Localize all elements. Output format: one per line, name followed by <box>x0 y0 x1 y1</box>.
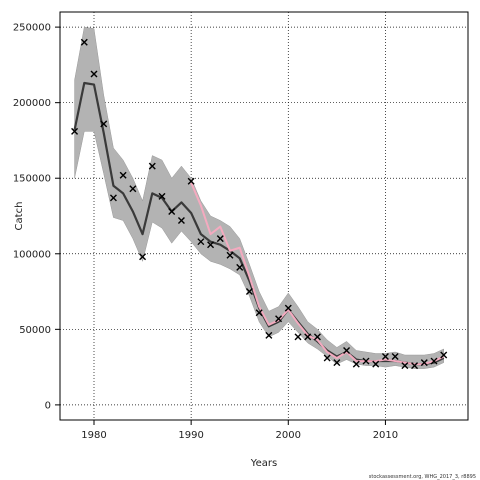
y-tick-label: 200000 <box>13 98 51 109</box>
observed-point <box>275 315 283 323</box>
observed-point <box>216 235 224 243</box>
observed-point <box>71 127 79 135</box>
observed-point <box>265 331 273 339</box>
x-axis-title: Years <box>250 458 277 469</box>
point-stroke <box>420 359 428 367</box>
point-stroke <box>440 351 448 359</box>
observed-point <box>139 253 147 261</box>
observed-point <box>411 362 419 370</box>
point-stroke <box>158 192 166 200</box>
point-stroke <box>313 333 321 341</box>
observed-point <box>109 194 117 202</box>
observed-point <box>343 346 351 354</box>
point-stroke <box>245 288 253 296</box>
x-tick-label: 1990 <box>178 430 203 441</box>
y-tick-label: 150000 <box>13 174 51 185</box>
observed-point <box>352 360 360 368</box>
observed-point <box>420 359 428 367</box>
point-stroke <box>343 346 351 354</box>
plot-frame <box>59 11 469 421</box>
observed-point <box>100 120 108 128</box>
point-stroke <box>119 171 127 179</box>
observed-point <box>401 362 409 370</box>
observed-point <box>177 217 185 225</box>
observed-point <box>119 171 127 179</box>
point-stroke <box>411 362 419 370</box>
observed-point <box>333 359 341 367</box>
observed-point <box>245 288 253 296</box>
confidence-band-area <box>74 26 444 369</box>
observed-point <box>226 251 234 259</box>
observed-point <box>323 354 331 362</box>
point-stroke <box>100 120 108 128</box>
point-stroke <box>80 38 88 46</box>
observed-point <box>294 333 302 341</box>
point-stroke <box>197 238 205 246</box>
point-stroke <box>391 353 399 361</box>
y-tick-label: 0 <box>45 400 51 411</box>
x-tick-label: 2010 <box>373 430 398 441</box>
point-stroke <box>323 354 331 362</box>
observed-point <box>129 185 137 193</box>
observed-point <box>207 241 215 249</box>
observed-point <box>430 357 438 365</box>
point-stroke <box>333 359 341 367</box>
observed-point <box>158 192 166 200</box>
observed-point <box>391 353 399 361</box>
point-stroke <box>236 263 244 271</box>
observed-point <box>440 351 448 359</box>
y-tick-label: 100000 <box>13 249 51 260</box>
point-stroke <box>90 70 98 78</box>
observed-point <box>80 38 88 46</box>
observed-point <box>187 177 195 185</box>
observed-point <box>362 357 370 365</box>
y-tick-label: 250000 <box>13 23 51 34</box>
point-stroke <box>294 333 302 341</box>
observed-point <box>197 238 205 246</box>
observed-point <box>284 304 292 312</box>
axes: 1980 1990 2000 2010 0 50000 100000 150000 200000… <box>13 23 398 441</box>
point-stroke <box>168 207 176 215</box>
point-stroke <box>430 357 438 365</box>
point-stroke <box>401 362 409 370</box>
observed-point <box>381 353 389 361</box>
point-stroke <box>284 304 292 312</box>
series-lines <box>73 81 445 366</box>
observed-point <box>313 333 321 341</box>
point-stroke <box>304 333 312 341</box>
point-stroke <box>362 357 370 365</box>
point-stroke <box>109 194 117 202</box>
point-stroke <box>207 241 215 249</box>
x-tick-label: 1980 <box>81 430 106 441</box>
observed-point <box>236 263 244 271</box>
point-stroke <box>275 315 283 323</box>
point-stroke <box>177 217 185 225</box>
point-stroke <box>139 253 147 261</box>
observed-point <box>255 309 263 317</box>
y-axis-title: Catch <box>14 202 25 231</box>
point-stroke <box>352 360 360 368</box>
source-caption: stockassessment.org, WHG_2017_3, r8895 <box>369 474 476 480</box>
point-stroke <box>226 251 234 259</box>
point-stroke <box>265 331 273 339</box>
observed-point <box>304 333 312 341</box>
point-stroke <box>372 360 380 368</box>
observed-point <box>168 207 176 215</box>
observed-points <box>71 38 448 370</box>
observed-point <box>90 70 98 78</box>
point-stroke <box>71 127 79 135</box>
observed-point <box>372 360 380 368</box>
point-stroke <box>381 353 389 361</box>
point-stroke <box>129 185 137 193</box>
point-stroke <box>148 162 156 170</box>
point-stroke <box>216 235 224 243</box>
confidence-band <box>74 26 444 369</box>
retro-estimate-line <box>190 182 445 366</box>
x-tick-label: 2000 <box>276 430 301 441</box>
observed-point <box>148 162 156 170</box>
point-stroke <box>255 309 263 317</box>
y-tick-label: 50000 <box>19 325 51 336</box>
point-stroke <box>187 177 195 185</box>
